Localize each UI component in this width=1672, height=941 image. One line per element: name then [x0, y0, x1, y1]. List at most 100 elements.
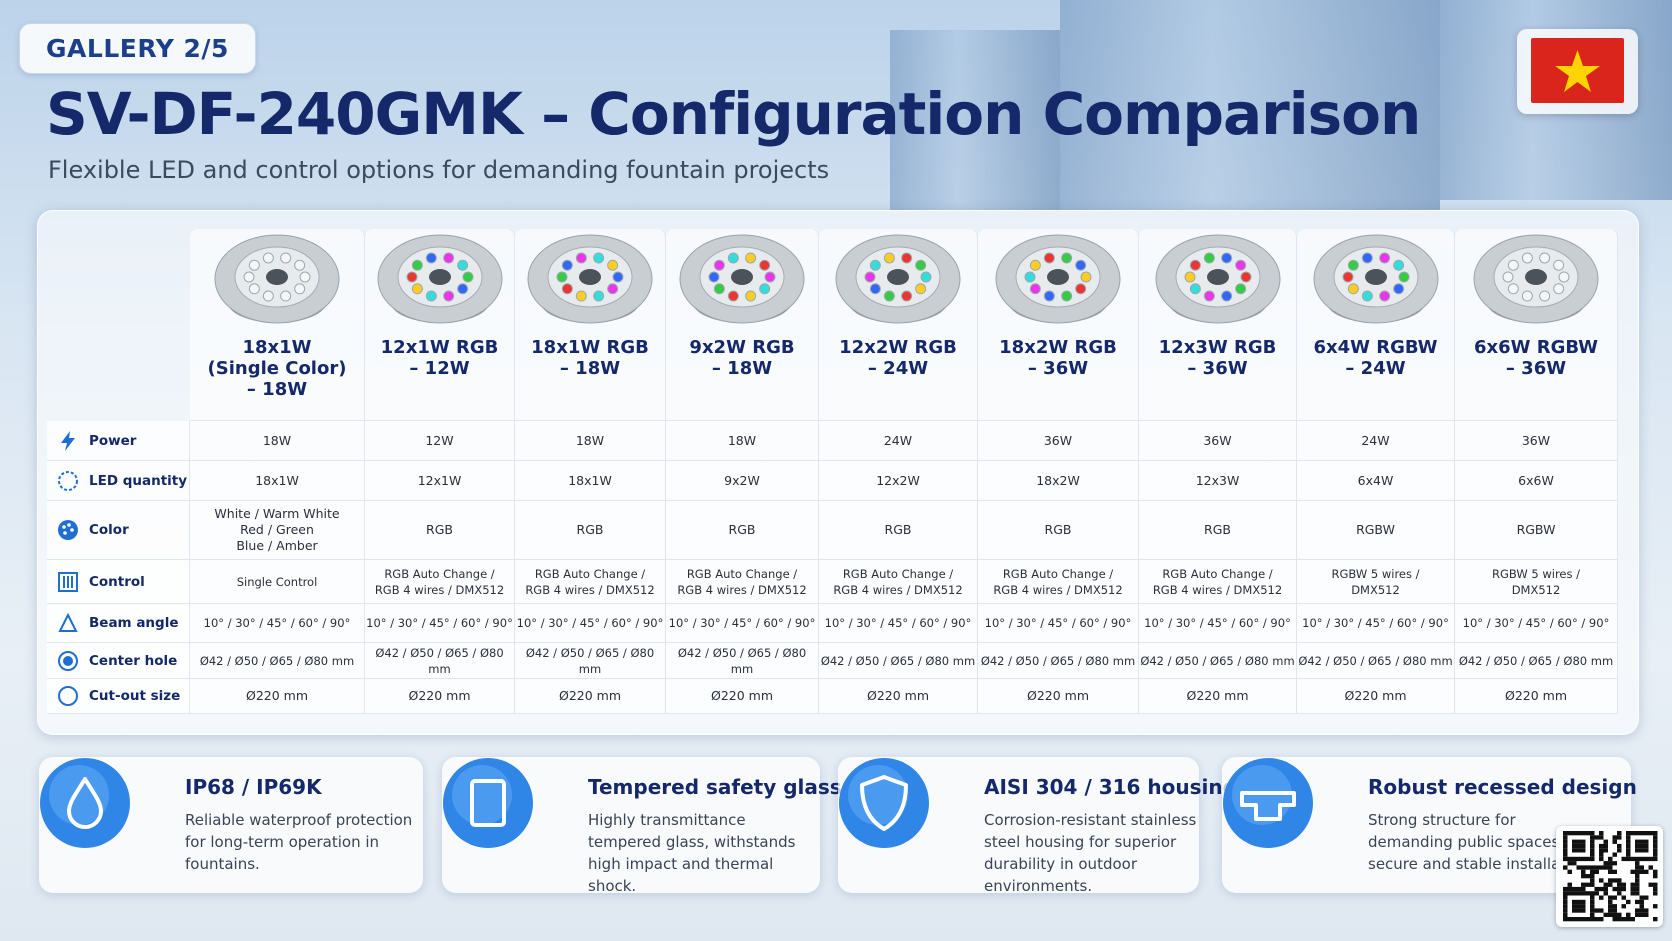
led [901, 290, 913, 302]
qr-module [1630, 917, 1635, 922]
led [607, 283, 619, 295]
qr-module [1639, 912, 1644, 917]
feature-icon [839, 758, 929, 848]
led [1024, 271, 1036, 283]
qr-module [1585, 882, 1590, 887]
cell-line: RGBW 5 wires / [1331, 566, 1420, 581]
qr-module [1626, 852, 1631, 857]
qr-module [1567, 869, 1572, 874]
led [262, 252, 274, 264]
qr-module [1617, 878, 1622, 883]
qr-module [1612, 869, 1617, 874]
feature-text: Reliable waterproof protection for long-… [185, 811, 413, 873]
qr-module [1581, 848, 1586, 853]
feature-text: Highly transmittance tempered glass, wit… [588, 811, 796, 895]
table-cell: 36W [1139, 421, 1297, 461]
cell-line: RGB Auto Change / [842, 566, 954, 581]
cell-text: Ø220 mm [558, 688, 622, 703]
led [607, 259, 619, 271]
cell-text: 10° / 30° / 45° / 60° / 90° [668, 616, 816, 630]
qr-module [1639, 843, 1644, 849]
qr-module [1563, 904, 1568, 909]
icon-shape [61, 430, 75, 451]
table-cell: RGB [819, 501, 978, 560]
cell-text: Ø42 / Ø50 / Ø65 / Ø80 mm [1140, 653, 1295, 668]
qr-module [1599, 917, 1604, 922]
led [1507, 259, 1519, 271]
cell-text: Single Control [236, 574, 318, 589]
qr-module [1626, 856, 1631, 862]
table-cell: 18W [515, 421, 666, 461]
qr-module [1644, 848, 1649, 853]
qr-module [1594, 865, 1599, 870]
qr-module [1572, 917, 1577, 922]
table-cell: Ø42 / Ø50 / Ø65 / Ø80 mm [190, 643, 365, 679]
qr-module [1590, 895, 1595, 900]
qr-code[interactable] [1556, 826, 1663, 927]
led [1061, 252, 1073, 264]
qr-module [1630, 891, 1635, 896]
table-cell: Ø220 mm [666, 679, 819, 714]
qr-module [1576, 908, 1581, 913]
cell-line: RGB Auto Change / [1002, 566, 1114, 581]
qr-module [1576, 904, 1581, 909]
row-label: Cut-out size [47, 679, 190, 714]
qr-module [1603, 848, 1608, 853]
gallery-badge[interactable]: GALLERY 2/5 [19, 23, 256, 74]
qr-module [1639, 908, 1644, 913]
qr-module [1653, 891, 1658, 896]
qr-module [1581, 874, 1586, 879]
product-image [214, 234, 340, 324]
qr-module [1635, 908, 1640, 913]
cell-text: 10° / 30° / 45° / 60° / 90° [1462, 616, 1610, 630]
qr-module [1563, 843, 1568, 849]
table-cell: Ø42 / Ø50 / Ø65 / Ø80 mm [1297, 643, 1455, 679]
led [262, 290, 274, 302]
led [243, 271, 255, 283]
cell-text: 18x1W [255, 472, 299, 488]
row-label-text: Power [89, 432, 137, 449]
table-cell: Ø220 mm [1297, 679, 1455, 714]
row-icon [58, 470, 78, 491]
cell-line: Blue / Amber [236, 538, 318, 553]
led [425, 252, 437, 264]
table-cell: RGB Auto Change / RGB 4 wires / DMX512 [666, 560, 819, 604]
qr-module [1603, 912, 1608, 917]
qr-module [1603, 843, 1608, 849]
led [1347, 283, 1359, 295]
qr-module [1576, 856, 1581, 862]
qr-pattern [1563, 831, 1658, 922]
qr-module [1639, 856, 1644, 862]
cell-text: 12W [425, 432, 454, 448]
led [1553, 259, 1565, 271]
led [1342, 271, 1353, 283]
qr-module [1594, 917, 1599, 922]
qr-module [1590, 878, 1595, 883]
led [727, 290, 739, 302]
cell-line: RGB Auto Change / [534, 566, 646, 581]
qr-module [1612, 904, 1617, 909]
cell-text: RGB [426, 522, 453, 537]
cell-line: – 36W [1187, 358, 1248, 379]
icon-glyph [860, 775, 908, 831]
feature-icon [1223, 758, 1313, 848]
qr-module [1581, 917, 1586, 922]
led [1553, 283, 1565, 295]
qr-module [1617, 882, 1622, 887]
qr-module [1576, 848, 1581, 853]
icon-glyph [67, 777, 103, 829]
qr-module [1567, 917, 1572, 922]
qr-module [1563, 912, 1568, 917]
column-header: 18x1W RGB – 18W [515, 229, 666, 421]
cell-text: 18W [727, 432, 757, 448]
led [1029, 259, 1041, 271]
cell-text: 10° / 30° / 45° / 60° / 90° [984, 616, 1132, 630]
qr-module [1644, 831, 1649, 836]
cell-text: Ø220 mm [710, 688, 774, 703]
led [294, 259, 306, 271]
comparison-table: 18x1W (Single Color) – 18W 12x1W RGB – 12W 18… [47, 229, 1618, 714]
qr-module [1648, 831, 1653, 836]
qr-module [1599, 831, 1604, 836]
qr-module [1563, 908, 1568, 913]
product-image [679, 234, 805, 324]
